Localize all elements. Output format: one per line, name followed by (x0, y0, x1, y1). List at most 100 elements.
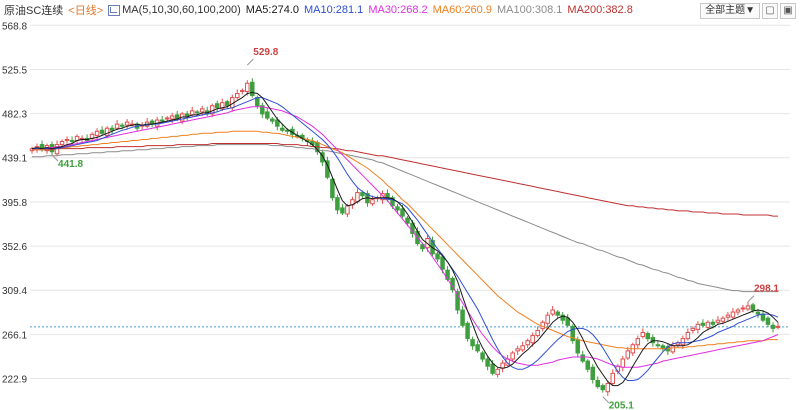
candle-body (385, 193, 390, 201)
ma60-value: MA60:260.9 (432, 4, 492, 16)
annotation-pointer (602, 396, 610, 404)
candle-body (245, 82, 250, 92)
candle-body (270, 118, 275, 122)
candle-body (104, 127, 110, 136)
ma5-value: MA5:274.0 (245, 4, 299, 16)
candle-body (575, 339, 580, 354)
annotation-label: 441.8 (58, 159, 83, 170)
candle-body (250, 81, 255, 97)
candle-body (485, 358, 490, 367)
candle-body (550, 309, 555, 315)
y-tick-label: 439.1 (2, 154, 27, 165)
candle-body (275, 119, 280, 127)
candle-body (570, 325, 575, 342)
candle-body (645, 333, 651, 340)
candle-body (620, 358, 626, 368)
candle-body (635, 338, 641, 346)
period-label[interactable]: <日线> (68, 5, 104, 17)
candle-body (650, 337, 656, 344)
candle-body (470, 339, 475, 347)
candle-body (530, 335, 535, 344)
annotation-pointer (246, 58, 254, 66)
annotation-label: 205.1 (609, 401, 634, 410)
candle-body (720, 317, 726, 322)
candle-body (265, 111, 270, 119)
candle-body (390, 197, 395, 207)
candle-body (280, 127, 285, 131)
ma30-value: MA30:268.2 (368, 4, 428, 16)
candle-body (585, 360, 590, 370)
candle-body (340, 207, 345, 214)
candle-body (114, 123, 120, 129)
candle-body (440, 256, 445, 270)
candle-body (119, 124, 125, 127)
candle-body (400, 208, 405, 217)
candle-body (735, 309, 741, 313)
y-tick-label: 482.3 (2, 110, 27, 121)
candle-body (745, 305, 751, 310)
ma200-value: MA200:382.8 (567, 4, 633, 16)
candle-body (770, 324, 776, 329)
annotation-pointer (747, 295, 755, 303)
candle-body (240, 89, 245, 92)
candle-body (59, 140, 65, 146)
candle-body (235, 92, 240, 99)
candle-body (600, 385, 606, 391)
chart-toggle-icon[interactable]: ▣ (780, 3, 796, 19)
ma100-line (32, 144, 778, 293)
candle-body (545, 314, 550, 324)
candle-body (395, 206, 400, 211)
y-tick-label: 568.8 (2, 21, 27, 32)
y-tick-label: 222.9 (2, 375, 27, 386)
y-tick-label: 352.6 (2, 242, 27, 253)
candle-body (225, 101, 230, 107)
candle-body (260, 105, 265, 115)
candle-body (465, 322, 470, 340)
candle-body (194, 111, 200, 114)
ma60-line (32, 130, 778, 350)
chart-header: 原油SC连续 <日线> MA(5,10,30,60,100,200) MA5:2… (0, 0, 800, 20)
candle-body (515, 348, 520, 352)
ma30-line (32, 106, 779, 368)
candle-body (159, 119, 165, 122)
candle-body (605, 383, 611, 393)
candle-body (755, 311, 761, 315)
candle-body (370, 199, 375, 205)
candle-body (475, 344, 480, 352)
theme-select-button[interactable]: 全部主题▼ (700, 3, 760, 19)
candle-body (640, 331, 646, 338)
candle-body (750, 304, 756, 311)
candle-body (510, 352, 515, 360)
candle-body (345, 205, 350, 215)
candle-body (700, 322, 706, 326)
ma-settings-icon[interactable] (108, 4, 121, 16)
candle-body (710, 321, 716, 325)
candle-body (695, 323, 701, 330)
candle-body (595, 379, 601, 388)
chart-settings-icon[interactable]: ▢ (762, 3, 778, 19)
candle-body (214, 103, 220, 109)
candle-body (520, 345, 525, 351)
candle-body (565, 317, 570, 326)
candle-body (690, 327, 696, 331)
candle-body (99, 129, 105, 134)
annotation-pointer (51, 154, 59, 162)
candle-body (555, 311, 560, 316)
candle-body (715, 319, 721, 323)
y-tick-label: 395.8 (2, 198, 27, 209)
ma100-value: MA100:308.1 (496, 4, 563, 16)
y-tick-label: 266.1 (2, 330, 27, 341)
candle-body (680, 338, 686, 346)
candle-body (775, 325, 781, 328)
candle-body (164, 117, 170, 120)
ma-params-label[interactable]: MA(5,10,30,60,100,200) (122, 4, 241, 16)
ma10-value: MA10:281.1 (303, 4, 364, 16)
candle-body (360, 192, 365, 197)
candle-body (64, 138, 70, 141)
candle-body (625, 350, 631, 359)
candle-body (495, 368, 500, 375)
candle-body (580, 354, 585, 362)
candle-body (330, 178, 335, 199)
instrument-title: 原油SC连续 (4, 5, 64, 17)
